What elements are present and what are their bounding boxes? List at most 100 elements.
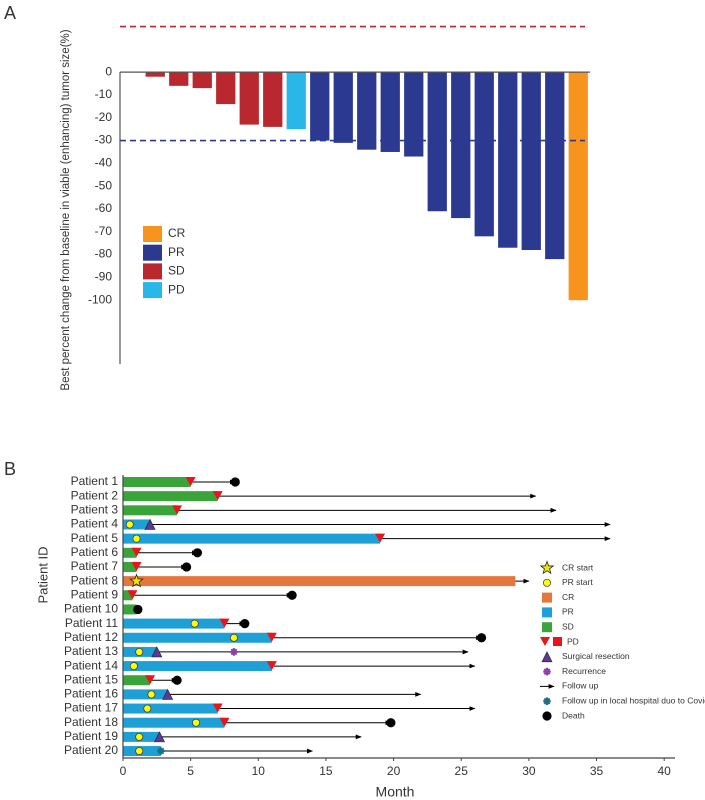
y-axis-label: Patient ID bbox=[35, 546, 50, 603]
event-marker bbox=[133, 604, 143, 615]
legend-swatch bbox=[143, 244, 162, 261]
event-marker bbox=[230, 477, 240, 487]
event-marker bbox=[219, 717, 230, 727]
legend-label: PD bbox=[567, 636, 579, 646]
legend-label: Follow up in local hospital duo to Covid… bbox=[562, 695, 705, 705]
y-tick-label: -20 bbox=[95, 110, 113, 124]
bar bbox=[545, 72, 565, 260]
legend-swatch bbox=[542, 622, 552, 633]
legend-swatch bbox=[143, 226, 162, 242]
bar bbox=[239, 72, 259, 125]
event-marker bbox=[131, 561, 142, 571]
event-marker bbox=[386, 718, 396, 728]
event-marker bbox=[287, 590, 297, 600]
legend-label: Death bbox=[562, 710, 585, 720]
legend-label: PD bbox=[168, 282, 185, 296]
y-tick-label: 0 bbox=[105, 64, 112, 78]
swim-bar bbox=[123, 519, 151, 530]
event-marker bbox=[172, 505, 183, 515]
bar bbox=[263, 72, 283, 127]
event-marker bbox=[154, 731, 166, 743]
event-marker bbox=[172, 675, 182, 685]
event-marker bbox=[157, 747, 165, 755]
event-marker bbox=[212, 703, 223, 713]
y-tick-label: -90 bbox=[95, 270, 113, 284]
event-marker bbox=[375, 533, 386, 543]
bar bbox=[568, 72, 588, 301]
legend-swatch bbox=[542, 711, 552, 721]
event-marker bbox=[230, 648, 238, 656]
y-tick-label: Patient 17 bbox=[64, 701, 118, 715]
legend-swatch bbox=[143, 263, 162, 280]
x-tick-label: 30 bbox=[522, 764, 536, 778]
event-marker bbox=[127, 590, 138, 600]
bar bbox=[357, 72, 377, 150]
swim-bar bbox=[123, 618, 225, 629]
swim-bar bbox=[123, 505, 178, 516]
legend-label: Recurrence bbox=[562, 666, 606, 676]
legend-label: Surgical resection bbox=[562, 651, 630, 661]
legend-label: SD bbox=[168, 264, 185, 278]
bar bbox=[286, 72, 306, 130]
swim-bar bbox=[123, 661, 272, 672]
y-tick-label: Patient 6 bbox=[71, 545, 119, 559]
bar bbox=[474, 72, 494, 237]
legend-swatch bbox=[143, 282, 162, 299]
bar bbox=[169, 72, 189, 86]
bar bbox=[404, 72, 424, 157]
y-tick-label: Patient 16 bbox=[64, 687, 118, 701]
swim-bar bbox=[123, 590, 133, 601]
event-marker bbox=[144, 518, 156, 530]
event-marker bbox=[151, 646, 163, 658]
event-marker bbox=[135, 647, 144, 656]
legend-label: Follow up bbox=[562, 681, 599, 691]
event-marker bbox=[181, 562, 192, 572]
bar bbox=[145, 72, 165, 77]
swim-bar bbox=[123, 561, 137, 572]
legend-swatch bbox=[553, 637, 562, 646]
y-tick-label: -70 bbox=[95, 224, 113, 238]
bar bbox=[310, 72, 330, 141]
legend-swatch bbox=[542, 592, 552, 603]
y-tick-label: -30 bbox=[95, 133, 113, 147]
panel-letter: A bbox=[4, 3, 16, 23]
bar bbox=[216, 72, 236, 105]
event-marker bbox=[132, 534, 141, 543]
event-marker bbox=[266, 661, 277, 671]
event-marker bbox=[129, 573, 144, 588]
legend-label: SD bbox=[562, 621, 574, 631]
x-tick-label: 35 bbox=[590, 764, 604, 778]
event-marker bbox=[162, 688, 174, 700]
legend-swatch bbox=[540, 637, 550, 646]
legend-swatch bbox=[543, 667, 551, 676]
y-tick-label: Patient 11 bbox=[65, 616, 118, 630]
y-tick-label: -60 bbox=[95, 201, 113, 215]
y-tick-label: Patient 12 bbox=[64, 630, 118, 644]
legend-swatch bbox=[542, 607, 552, 618]
swim-bar bbox=[123, 533, 381, 544]
swim-bar bbox=[123, 689, 168, 700]
event-marker bbox=[135, 732, 144, 741]
event-marker bbox=[190, 619, 199, 628]
bar bbox=[521, 72, 541, 250]
swim-bar bbox=[123, 604, 137, 615]
legend-label: PR bbox=[168, 245, 185, 259]
y-tick-label: Patient 3 bbox=[71, 502, 119, 516]
y-axis-label: Best percent change from baseline in via… bbox=[60, 29, 72, 390]
x-tick-label: 5 bbox=[187, 764, 194, 778]
event-marker bbox=[145, 675, 156, 685]
y-tick-label: Patient 5 bbox=[71, 531, 119, 545]
event-marker bbox=[185, 477, 196, 486]
swim-bar bbox=[123, 576, 516, 587]
legend-label: CR start bbox=[562, 562, 594, 572]
event-marker bbox=[229, 633, 238, 642]
bar bbox=[427, 72, 447, 212]
x-tick-label: 20 bbox=[387, 764, 401, 778]
event-marker bbox=[266, 632, 277, 642]
event-marker bbox=[131, 547, 142, 557]
event-marker bbox=[143, 704, 152, 713]
event-marker bbox=[125, 520, 134, 529]
legend-label: PR bbox=[562, 607, 574, 617]
